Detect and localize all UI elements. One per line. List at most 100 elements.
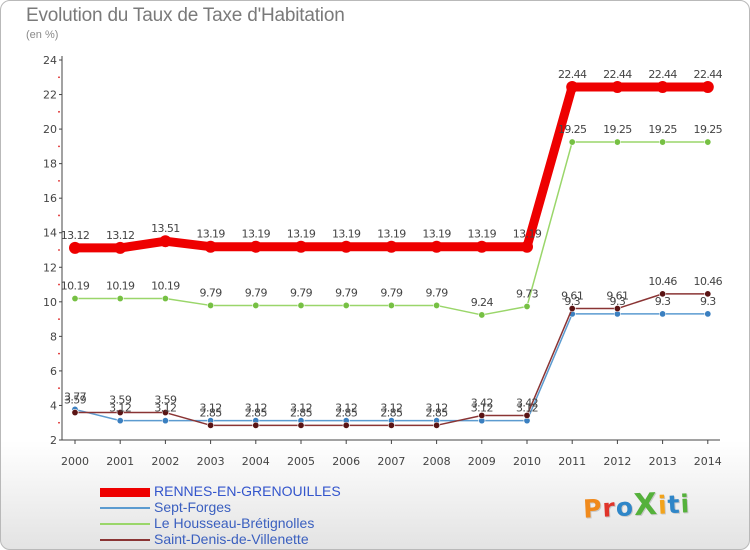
data-point [252, 421, 260, 429]
data-label: 9.3 [655, 295, 671, 308]
logo-letter: X [632, 486, 659, 524]
x-tick-label: 2001 [106, 455, 134, 468]
data-point [159, 235, 172, 248]
legend-item: RENNES-EN-GRENOUILLES [100, 483, 341, 499]
data-label: 3.59 [64, 394, 87, 407]
data-label: 3.12 [380, 402, 402, 415]
y-tick-label: 4 [50, 399, 57, 412]
y-minor-mark [58, 145, 60, 148]
data-point [523, 411, 531, 419]
legend-swatch [100, 539, 150, 542]
data-point [701, 80, 714, 93]
x-tick-label: 2007 [377, 455, 405, 468]
y-tick-label: 12 [43, 261, 57, 274]
data-label: 9.61 [606, 290, 628, 303]
data-point [433, 421, 441, 429]
data-point [204, 240, 217, 253]
x-tick-label: 2006 [332, 455, 360, 468]
legend-label: Saint-Denis-de-Villenette [154, 531, 309, 547]
x-tick-label: 2003 [197, 455, 225, 468]
data-label: 2.85 [426, 406, 449, 419]
x-tick-label: 2002 [151, 455, 179, 468]
data-point [385, 240, 398, 253]
data-label: 13.51 [151, 222, 180, 235]
data-label: 13.19 [377, 228, 406, 241]
data-label: 13.19 [422, 228, 451, 241]
data-label: 3.42 [471, 396, 493, 409]
x-tick-label: 2010 [513, 455, 541, 468]
data-point [387, 301, 395, 309]
data-label: 9.79 [200, 286, 223, 299]
data-point [71, 409, 79, 417]
legend-swatch [100, 523, 150, 526]
y-tick-label: 16 [43, 192, 57, 205]
data-point [69, 241, 81, 254]
legend-label: Le Housseau-Brétignolles [154, 515, 315, 531]
data-label: 9.79 [426, 286, 449, 299]
x-tick-label: 2012 [603, 455, 631, 468]
data-label: 9.3 [700, 295, 716, 308]
data-point [613, 138, 621, 146]
data-label: 22.44 [603, 68, 632, 81]
data-point [659, 138, 667, 146]
data-label: 9.61 [561, 290, 583, 303]
data-point [116, 417, 124, 425]
x-tick-label: 2013 [649, 455, 677, 468]
data-label: 2.85 [335, 406, 358, 419]
data-label: 10.46 [694, 275, 723, 288]
data-label: 2.85 [245, 406, 268, 419]
y-tick-label: 20 [43, 123, 57, 136]
legend-label: RENNES-EN-GRENOUILLES [154, 483, 341, 499]
y-minor-mark [58, 387, 60, 390]
data-point [704, 290, 712, 298]
data-label: 22.44 [558, 68, 587, 81]
data-point [114, 241, 127, 254]
data-point [430, 240, 443, 253]
data-point [611, 80, 624, 93]
data-point [521, 240, 533, 253]
data-label: 19.25 [694, 123, 723, 136]
data-point [252, 301, 260, 309]
data-label: 22.44 [648, 68, 677, 81]
data-point [207, 301, 215, 309]
y-minor-mark [58, 180, 60, 182]
data-label: 13.12 [61, 229, 90, 242]
data-label: 19.25 [603, 123, 632, 136]
data-label: 3.59 [109, 394, 132, 407]
data-point [387, 421, 395, 429]
data-point [659, 310, 667, 318]
data-point [613, 305, 621, 313]
x-tick-label: 2008 [423, 455, 451, 468]
chart-title: Evolution du Taux de Taxe d'Habitation [26, 5, 345, 26]
y-minor-mark [58, 249, 60, 251]
data-label: 3.77 [64, 390, 87, 403]
y-tick-label: 6 [50, 365, 57, 378]
data-point [478, 411, 486, 419]
x-tick-label: 2011 [558, 455, 586, 468]
data-label: 9.79 [290, 286, 313, 299]
data-label: 10.46 [648, 275, 677, 288]
data-point [433, 301, 441, 309]
logo-letter: i [679, 489, 691, 519]
y-minor-mark [58, 352, 60, 355]
x-tick-label: 2000 [61, 455, 89, 468]
data-label: 3.12 [245, 402, 267, 415]
data-point [478, 311, 486, 319]
data-point [297, 301, 305, 309]
chart-unit-label: (en %) [26, 29, 59, 41]
logo-letter: P [582, 493, 604, 524]
data-label: 2.85 [200, 406, 223, 419]
data-label: 9.79 [380, 286, 403, 299]
logo-letter: o [614, 492, 635, 523]
y-tick-label: 10 [43, 296, 57, 309]
data-label: 13.12 [106, 229, 135, 242]
data-label: 3.12 [335, 402, 357, 415]
data-label: 10.19 [151, 280, 180, 293]
y-minor-mark [58, 318, 60, 320]
legend-item: Sept-Forges [100, 499, 341, 515]
data-point [342, 301, 350, 309]
data-label: 9.3 [564, 295, 580, 308]
data-label: 3.12 [290, 402, 312, 415]
data-point [568, 138, 576, 146]
